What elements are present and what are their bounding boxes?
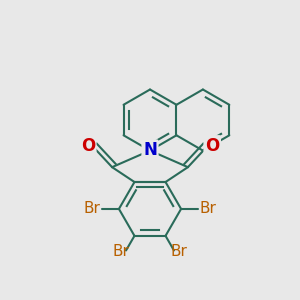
Text: Br: Br xyxy=(170,244,187,259)
Text: O: O xyxy=(205,137,219,155)
Text: Br: Br xyxy=(84,201,101,216)
Text: O: O xyxy=(81,137,95,155)
Text: Br: Br xyxy=(113,244,130,259)
Text: N: N xyxy=(143,141,157,159)
Text: Br: Br xyxy=(199,201,216,216)
